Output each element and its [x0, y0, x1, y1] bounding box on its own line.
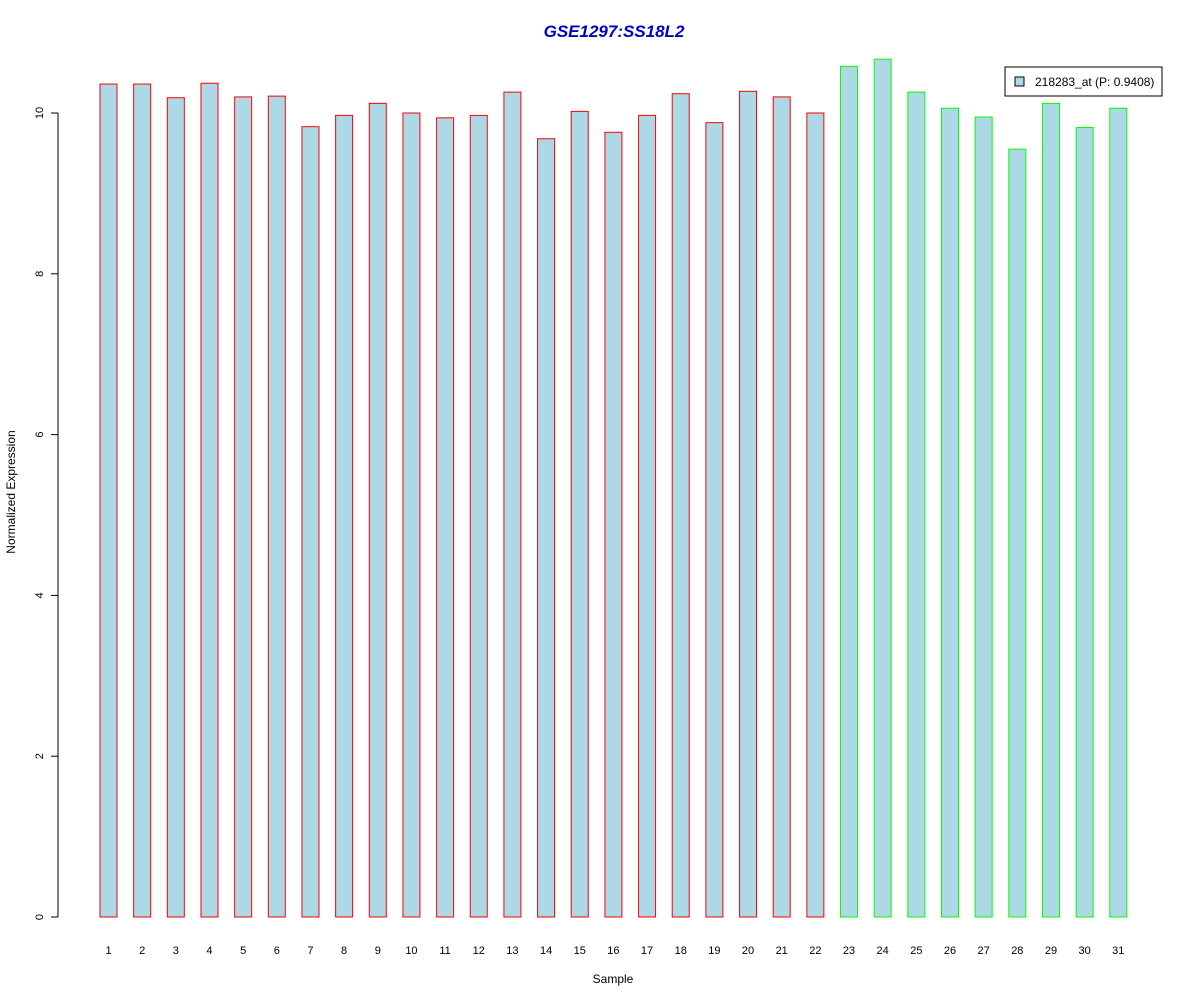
x-tick-label: 2 — [139, 945, 145, 957]
bar — [537, 138, 556, 918]
x-tick-label: 24 — [877, 945, 889, 957]
x-axis-label: Sample — [593, 972, 634, 986]
bar — [1075, 126, 1094, 918]
x-tick-label: 21 — [776, 945, 788, 957]
x-tick-label: 28 — [1011, 945, 1023, 957]
bar — [772, 96, 791, 918]
x-tick-label: 19 — [708, 945, 720, 957]
bar — [301, 126, 320, 918]
y-axis-label: Normalized Expression — [4, 430, 18, 553]
bar — [806, 112, 825, 918]
legend-label: 218283_at (P: 0.9408) — [1035, 75, 1154, 89]
bar — [873, 58, 892, 918]
x-tick-label: 11 — [439, 945, 450, 957]
bar — [503, 91, 522, 918]
x-tick-label: 27 — [978, 945, 990, 957]
x-tick-label: 30 — [1079, 945, 1091, 957]
bar — [739, 90, 758, 918]
x-tick-label: 22 — [809, 945, 821, 957]
legend-box — [1004, 66, 1163, 97]
y-tick-label: 10 — [34, 107, 46, 119]
x-tick-label: 3 — [173, 945, 179, 957]
y-tick-label: 8 — [34, 271, 46, 277]
bar — [200, 82, 219, 918]
chart-title: GSE1297:SS18L2 — [544, 22, 685, 41]
bar — [705, 122, 724, 918]
bar — [570, 110, 589, 918]
x-tick-label: 7 — [307, 945, 313, 957]
x-tick-label: 8 — [341, 945, 347, 957]
bar — [840, 65, 859, 918]
x-tick-label: 18 — [675, 945, 687, 957]
x-tick-label: 20 — [742, 945, 754, 957]
bar — [99, 83, 118, 918]
x-tick-label: 15 — [574, 945, 586, 957]
x-tick-label: 5 — [240, 945, 246, 957]
y-axis: 0 2 4 6 8 10 — [34, 107, 59, 920]
x-tick-label: 23 — [843, 945, 855, 957]
bar — [1041, 102, 1060, 918]
bar — [335, 114, 354, 918]
x-tick-labels: 1 2 3 4 5 6 7 8 9 10 11 12 13 14 15 16 17 18 19 20 21 22 23 24 2… — [105, 945, 1124, 957]
bar — [974, 116, 993, 918]
bar — [941, 107, 959, 918]
y-tick-label: 2 — [34, 753, 46, 759]
x-tick-label: 25 — [910, 945, 922, 957]
x-tick-label: 31 — [1112, 945, 1124, 957]
x-tick-label: 1 — [105, 945, 111, 957]
x-tick-label: 13 — [506, 945, 518, 957]
bar — [638, 114, 657, 918]
x-tick-label: 4 — [206, 945, 212, 957]
y-tick-label: 6 — [34, 432, 46, 438]
x-tick-label: 16 — [607, 945, 619, 957]
x-tick-label: 9 — [375, 945, 381, 957]
bar — [604, 131, 623, 918]
bars — [99, 58, 1128, 918]
bar — [368, 102, 387, 918]
x-tick-label: 12 — [473, 945, 485, 957]
bar — [469, 114, 488, 918]
x-tick-label: 6 — [274, 945, 280, 957]
x-tick-label: 26 — [944, 945, 956, 957]
legend: 218283_at (P: 0.9408) — [1004, 66, 1163, 97]
bar — [133, 83, 152, 918]
bar — [436, 117, 455, 918]
bar — [267, 95, 286, 918]
bar — [1109, 107, 1128, 918]
bar — [671, 93, 690, 918]
bar — [402, 112, 421, 918]
bar — [1008, 148, 1027, 918]
x-tick-label: 14 — [540, 945, 552, 957]
x-tick-label: 29 — [1045, 945, 1057, 957]
bar — [166, 97, 185, 918]
x-tick-label: 10 — [405, 945, 417, 957]
y-tick-label: 4 — [34, 592, 46, 598]
bar — [907, 91, 926, 918]
bar — [234, 96, 253, 918]
x-tick-label: 17 — [641, 945, 653, 957]
y-tick-label: 0 — [34, 914, 46, 920]
legend-swatch — [1014, 76, 1025, 87]
